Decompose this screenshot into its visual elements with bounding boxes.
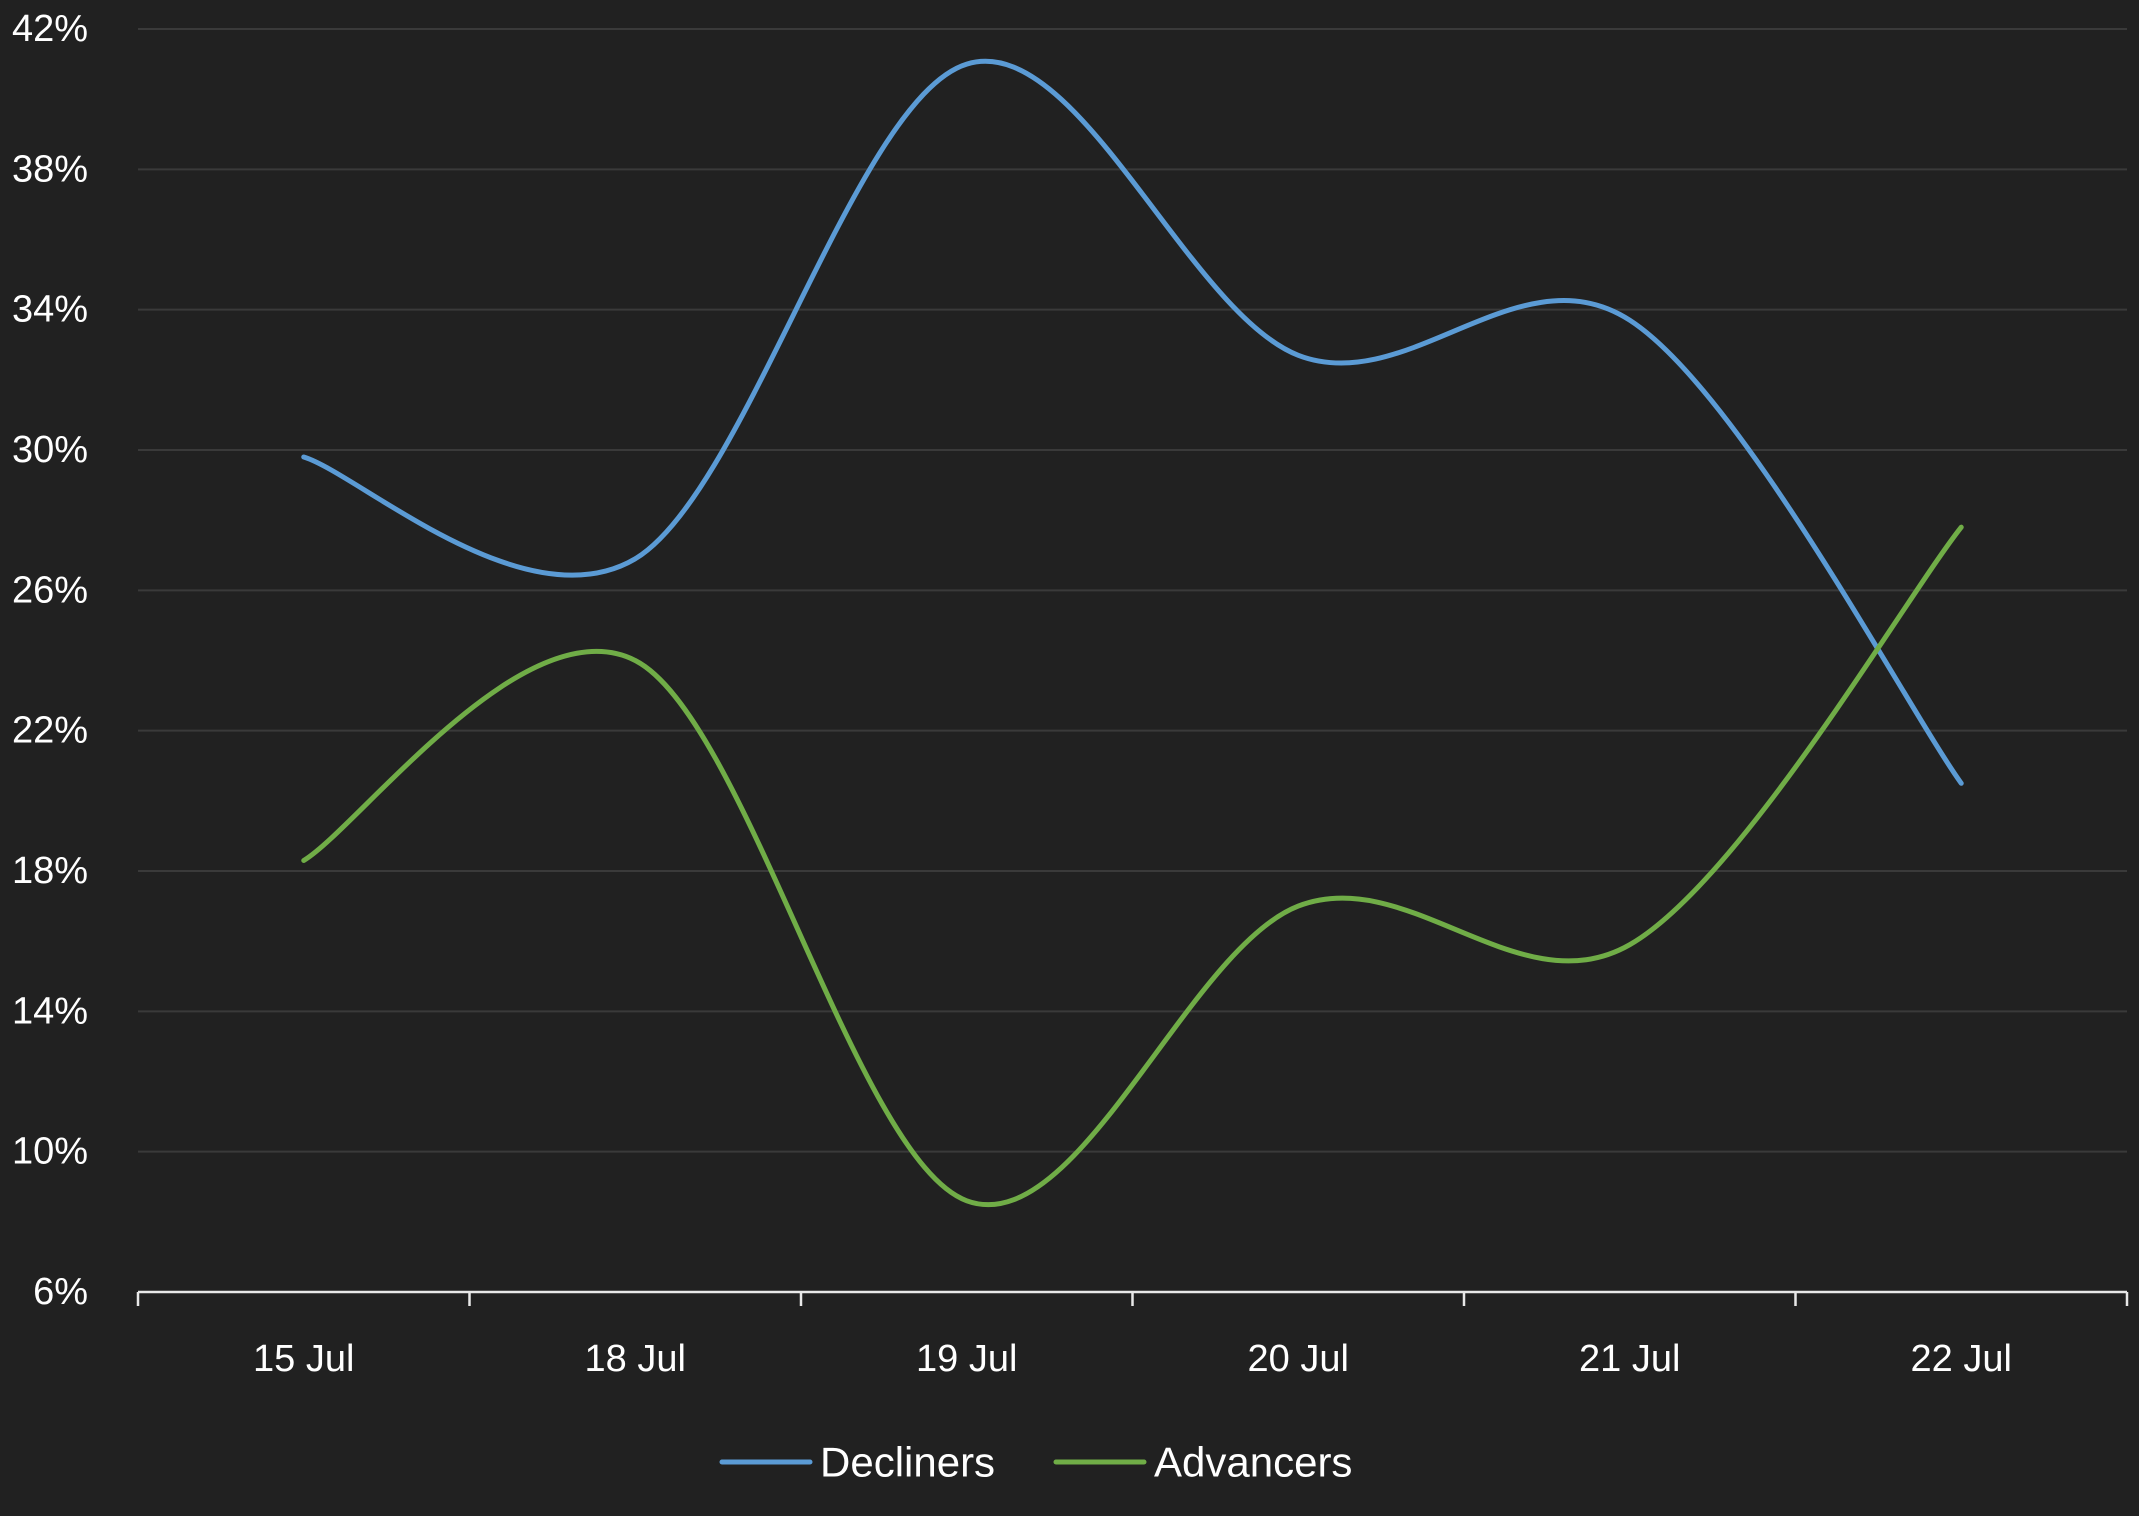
- y-tick-label: 30%: [12, 429, 88, 471]
- x-axis-tick-labels: 15 Jul 18 Jul 19 Jul 20 Jul 21 Jul 22 Jul: [253, 1338, 2012, 1380]
- x-tick-label: 15 Jul: [253, 1338, 354, 1380]
- y-tick-label: 22%: [12, 710, 88, 752]
- x-tick-label: 19 Jul: [916, 1338, 1017, 1380]
- y-tick-label: 10%: [12, 1131, 88, 1173]
- legend-item-advancers: Advancers: [1053, 1439, 1352, 1486]
- legend-label-advancers: Advancers: [1154, 1439, 1352, 1486]
- x-tick-label: 22 Jul: [1911, 1338, 2012, 1380]
- x-tick-label: 21 Jul: [1579, 1338, 1680, 1380]
- y-tick-label: 26%: [12, 569, 88, 611]
- y-tick-label: 18%: [12, 850, 88, 892]
- y-tick-label: 34%: [12, 289, 88, 331]
- legend: Decliners Advancers: [719, 1439, 1352, 1486]
- series-line-decliners: [301, 58, 1964, 786]
- series-line-advancers: [301, 524, 1964, 1207]
- y-tick-label: 38%: [12, 148, 88, 190]
- gridlines: [138, 28, 2127, 1153]
- x-tick-label: 20 Jul: [1248, 1338, 1349, 1380]
- legend-item-decliners: Decliners: [719, 1439, 995, 1486]
- legend-label-decliners: Decliners: [820, 1439, 995, 1486]
- y-tick-label: 14%: [12, 990, 88, 1032]
- series-lines: [301, 58, 1964, 1207]
- y-tick-label: 6%: [33, 1271, 88, 1313]
- x-axis: [136, 1290, 2129, 1306]
- x-tick-label: 18 Jul: [585, 1338, 686, 1380]
- y-axis-tick-labels: 6% 10% 14% 18% 22% 26% 30% 34% 38% 42%: [12, 8, 88, 1313]
- y-tick-label: 42%: [12, 8, 88, 50]
